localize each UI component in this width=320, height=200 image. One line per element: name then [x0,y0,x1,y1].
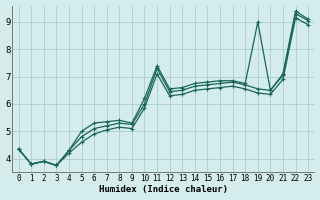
X-axis label: Humidex (Indice chaleur): Humidex (Indice chaleur) [99,185,228,194]
